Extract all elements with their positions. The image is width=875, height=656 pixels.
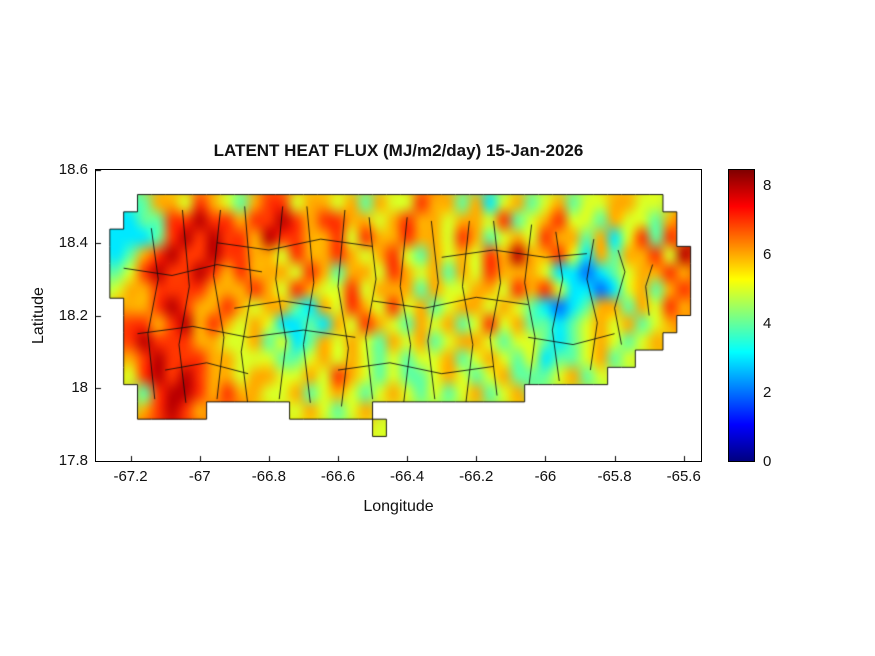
y-tick-label: 18 bbox=[71, 379, 88, 397]
plot-axes bbox=[95, 169, 702, 462]
x-tick-label: -65.8 bbox=[597, 468, 632, 485]
colorbar-tick-label: 2 bbox=[763, 384, 772, 402]
colorbar-tick-label: 6 bbox=[763, 246, 772, 264]
colorbar-tick-label: 0 bbox=[763, 453, 772, 470]
x-tick-label: -66.2 bbox=[459, 468, 494, 485]
x-tick-label: -67.2 bbox=[113, 468, 148, 485]
heatmap-canvas bbox=[96, 170, 701, 461]
colorbar-tick-label: 4 bbox=[763, 315, 772, 333]
colorbar bbox=[728, 169, 755, 462]
x-tick-label: -67 bbox=[188, 468, 211, 485]
x-tick-label: -65.6 bbox=[666, 468, 701, 485]
plot-title: LATENT HEAT FLUX (MJ/m2/day) 15-Jan-2026 bbox=[213, 141, 584, 160]
colorbar-gradient bbox=[729, 170, 754, 461]
x-tick-label: -66.8 bbox=[251, 468, 286, 485]
x-tick-label: -66 bbox=[534, 468, 557, 485]
y-tick-label: 18.2 bbox=[58, 306, 88, 324]
x-tick-label: -66.6 bbox=[320, 468, 356, 485]
y-tick-label: 17.8 bbox=[58, 452, 88, 469]
y-tick-label: 18.4 bbox=[58, 233, 88, 251]
x-axis-label: Longitude bbox=[363, 498, 434, 515]
y-tick-label: 18.6 bbox=[58, 161, 88, 178]
x-tick-label: -66.4 bbox=[390, 468, 425, 485]
colorbar-tick-label: 8 bbox=[763, 177, 772, 195]
